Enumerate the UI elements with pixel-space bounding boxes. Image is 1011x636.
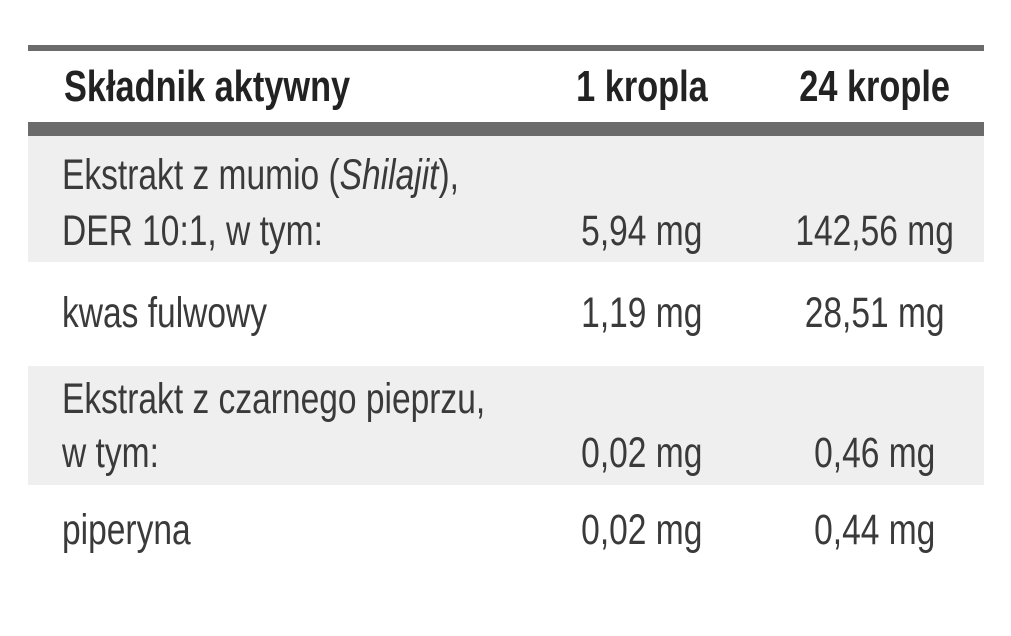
text: 0,02 mg <box>580 429 702 477</box>
row-label: kwas fulwowy <box>62 288 325 338</box>
value-cell: 0,02 mg <box>500 428 702 478</box>
value-cell: 0,02 mg <box>500 505 702 555</box>
value-cell: 142,56 mg <box>770 206 980 256</box>
text: DER 10:1, w tym: <box>62 207 323 255</box>
text: 142,56 mg <box>795 207 955 255</box>
row-background <box>28 136 984 262</box>
text: 24 krople <box>799 62 951 111</box>
row-background <box>28 366 984 485</box>
text: 0,44 mg <box>814 506 936 554</box>
text: ), <box>438 151 459 199</box>
row-label: Ekstrakt z mumio (Shilajit), <box>62 150 571 200</box>
text: 1 kropla <box>576 62 708 111</box>
header-cell: Składnik aktywny <box>64 62 431 112</box>
text: piperyna <box>62 506 191 554</box>
top-rule <box>28 45 984 51</box>
text: 5,94 mg <box>580 207 702 255</box>
text: Składnik aktywny <box>64 62 351 111</box>
row-label: Ekstrakt z czarnego pieprzu, <box>62 374 605 424</box>
text: Ekstrakt z mumio ( <box>62 151 340 199</box>
text: 28,51 mg <box>805 289 945 337</box>
value-cell: 1,19 mg <box>500 288 702 338</box>
text: 0,46 mg <box>814 429 936 477</box>
text: w tym: <box>62 429 159 477</box>
text: 1,19 mg <box>580 289 702 337</box>
row-label: piperyna <box>62 505 227 555</box>
text: 0,02 mg <box>580 506 702 554</box>
header-rule <box>28 122 984 136</box>
value-cell: 5,94 mg <box>500 206 702 256</box>
value-cell: 0,46 mg <box>770 428 980 478</box>
italic-text: Shilajit <box>339 151 439 199</box>
header-cell: 1 kropla <box>500 62 708 112</box>
value-cell: 28,51 mg <box>770 288 980 338</box>
header-cell: 24 krople <box>770 62 980 112</box>
row-label: DER 10:1, w tym: <box>62 206 397 256</box>
value-cell: 0,44 mg <box>770 505 980 555</box>
row-label: w tym: <box>62 428 186 478</box>
text: Ekstrakt z czarnego pieprzu, <box>62 375 486 423</box>
text: kwas fulwowy <box>62 289 268 337</box>
